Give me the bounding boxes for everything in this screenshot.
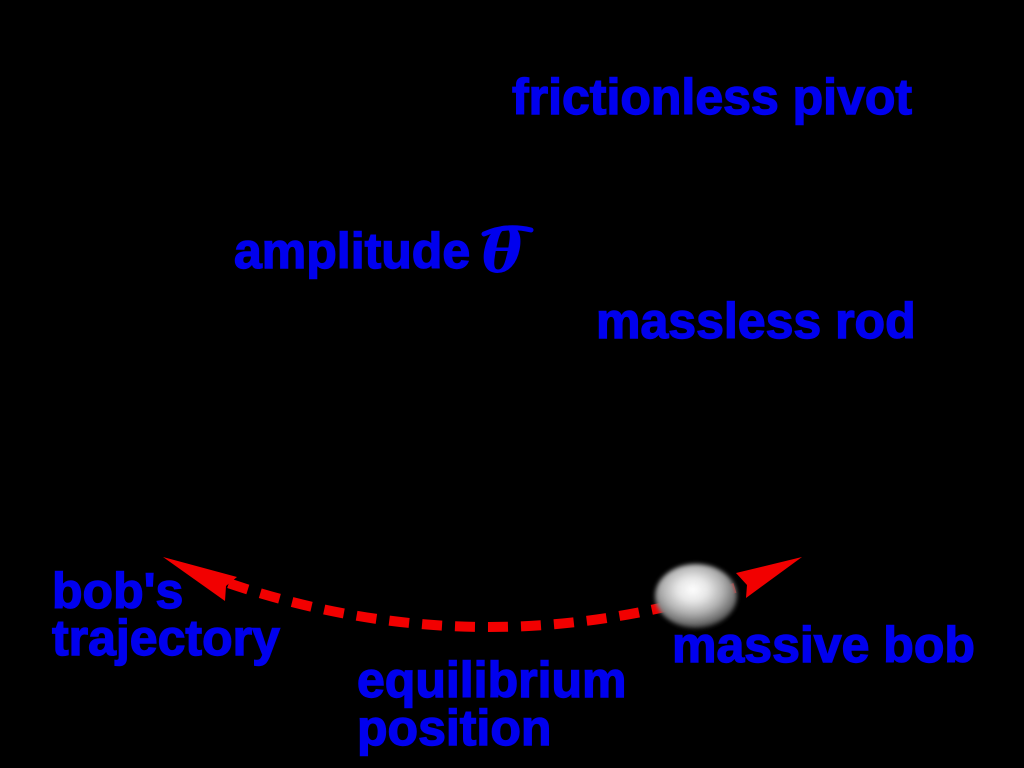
pendulum-bob xyxy=(655,564,737,628)
label-massless-rod: massless rod xyxy=(595,293,916,349)
label-frictionless-pivot: frictionless pivot xyxy=(511,69,913,125)
trajectory-arrowhead-left-icon xyxy=(163,557,237,601)
label-equilibrium-position: equilibrium position xyxy=(356,652,627,756)
label-amplitude: amplitude xyxy=(233,223,471,279)
label-equilibrium-line1: equilibrium xyxy=(356,652,627,708)
label-bobs-trajectory: bob's trajectory xyxy=(51,563,280,666)
label-massive-bob: massive bob xyxy=(671,617,975,673)
label-bobs-trajectory-line1: bob's xyxy=(51,563,184,619)
amplitude-theta-symbol: θ xyxy=(482,217,523,287)
label-bobs-trajectory-line2: trajectory xyxy=(51,610,280,666)
label-equilibrium-line2: position xyxy=(356,700,552,756)
trajectory-arc xyxy=(223,577,755,632)
trajectory-arrowhead-right-icon xyxy=(736,557,802,598)
theta-overbar xyxy=(481,225,534,237)
